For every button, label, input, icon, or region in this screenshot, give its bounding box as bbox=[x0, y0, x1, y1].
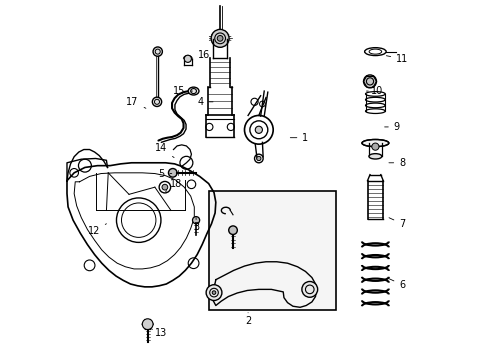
Text: 14: 14 bbox=[155, 143, 174, 158]
Circle shape bbox=[211, 30, 228, 47]
Text: 2: 2 bbox=[244, 313, 251, 325]
Circle shape bbox=[184, 55, 191, 62]
Circle shape bbox=[217, 36, 223, 41]
Circle shape bbox=[192, 217, 199, 224]
Circle shape bbox=[301, 282, 317, 297]
Circle shape bbox=[371, 143, 378, 150]
Bar bbox=[208, 192, 335, 310]
Circle shape bbox=[152, 97, 162, 107]
Circle shape bbox=[206, 285, 222, 301]
Ellipse shape bbox=[188, 87, 199, 95]
Circle shape bbox=[168, 168, 177, 177]
Circle shape bbox=[228, 226, 237, 234]
Circle shape bbox=[142, 319, 153, 329]
Text: 9: 9 bbox=[384, 122, 399, 132]
Text: 17: 17 bbox=[126, 97, 145, 108]
Text: 6: 6 bbox=[388, 279, 405, 290]
Text: 18: 18 bbox=[165, 179, 182, 192]
Circle shape bbox=[363, 75, 376, 88]
Text: 1: 1 bbox=[290, 133, 308, 143]
Circle shape bbox=[153, 47, 162, 56]
Text: 8: 8 bbox=[388, 158, 405, 168]
Text: 5: 5 bbox=[158, 168, 171, 179]
Text: 15: 15 bbox=[173, 86, 192, 96]
Text: 11: 11 bbox=[386, 54, 407, 64]
Text: 16: 16 bbox=[192, 50, 210, 60]
Text: 12: 12 bbox=[87, 224, 106, 236]
Ellipse shape bbox=[368, 154, 381, 159]
Circle shape bbox=[162, 184, 167, 190]
Circle shape bbox=[212, 291, 215, 294]
Text: 3: 3 bbox=[193, 218, 199, 232]
Circle shape bbox=[256, 156, 261, 161]
Ellipse shape bbox=[361, 139, 388, 147]
Text: 4: 4 bbox=[197, 97, 213, 107]
Text: 13: 13 bbox=[151, 328, 167, 338]
Text: 10: 10 bbox=[366, 86, 383, 96]
Circle shape bbox=[255, 126, 262, 134]
Text: 7: 7 bbox=[388, 218, 405, 229]
